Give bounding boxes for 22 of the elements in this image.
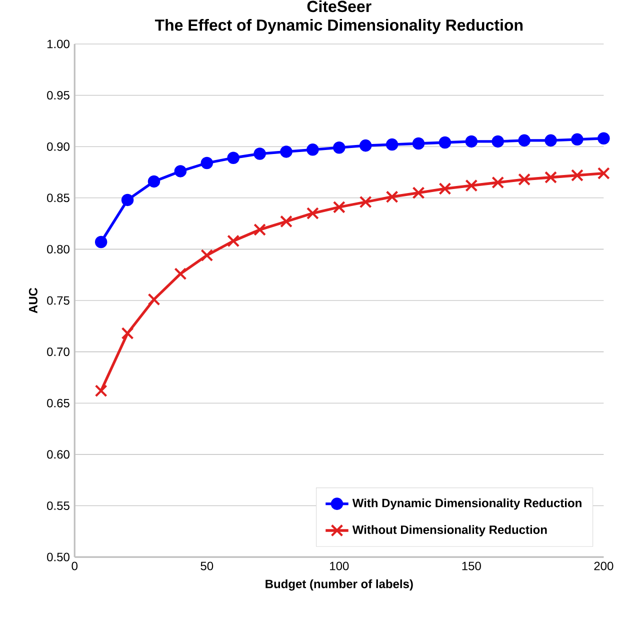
y-tick-label: 0.70 bbox=[47, 348, 70, 356]
x-tick-label: 0 bbox=[72, 562, 78, 570]
legend-label: Without Dimensionality Reduction bbox=[352, 525, 547, 536]
y-tick-label: 1.00 bbox=[47, 40, 70, 48]
x-tick-label: 150 bbox=[462, 562, 481, 570]
x-tick-label: 50 bbox=[200, 562, 214, 570]
y-tick-label: 0.60 bbox=[47, 450, 70, 459]
y-tick-label: 0.90 bbox=[47, 142, 70, 151]
legend-label: With Dynamic Dimensionality Reduction bbox=[352, 498, 582, 510]
x-axis-title: Budget (number of labels) bbox=[266, 579, 413, 591]
y-axis-title: AUC bbox=[28, 288, 38, 314]
y-tick-label: 0.85 bbox=[47, 194, 70, 202]
y-tick-label: 0.75 bbox=[47, 296, 70, 305]
x-tick-label: 100 bbox=[330, 562, 349, 570]
y-tick-label: 0.50 bbox=[47, 552, 70, 562]
chart-title: CiteSeer bbox=[307, 0, 372, 12]
y-tick-label: 0.65 bbox=[47, 398, 70, 408]
chart-subtitle: The Effect of Dynamic Dimensionality Reduction bbox=[154, 19, 523, 34]
y-tick-label: 0.80 bbox=[47, 244, 70, 254]
x-tick-label: 200 bbox=[594, 562, 614, 570]
y-tick-label: 0.55 bbox=[47, 501, 70, 510]
y-tick-label: 0.95 bbox=[47, 91, 70, 100]
